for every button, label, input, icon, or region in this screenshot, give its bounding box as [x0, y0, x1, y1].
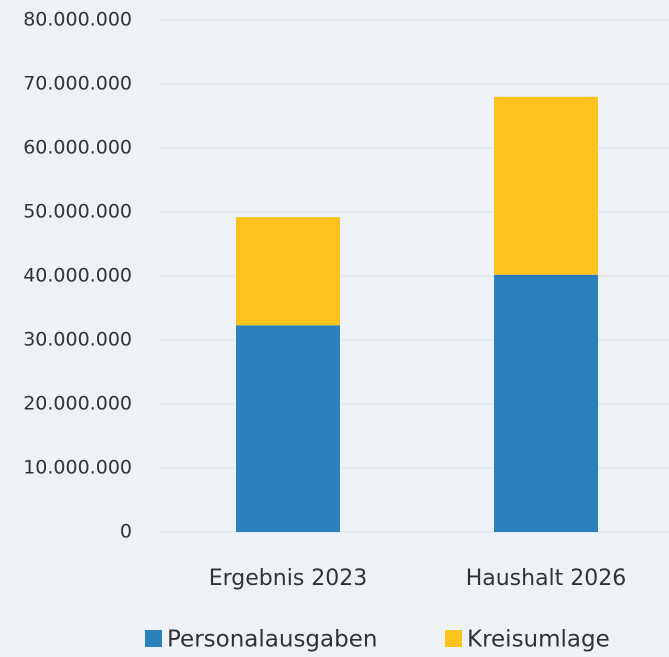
y-tick-label: 60.000.000	[23, 137, 132, 159]
y-tick-label: 10.000.000	[23, 457, 132, 479]
y-tick-label: 50.000.000	[23, 201, 132, 223]
legend-label: Personalausgaben	[167, 627, 377, 653]
bar-segment	[236, 325, 340, 532]
legend-label: Kreisumlage	[467, 627, 610, 653]
bar-segment	[236, 217, 340, 326]
y-tick-label: 0	[120, 521, 132, 543]
x-tick-label: Ergebnis 2023	[209, 566, 368, 591]
legend-swatch	[145, 630, 162, 647]
y-tick-label: 70.000.000	[23, 73, 132, 95]
y-tick-label: 20.000.000	[23, 393, 132, 415]
legend-swatch	[445, 630, 462, 647]
y-tick-label: 40.000.000	[23, 265, 132, 287]
bar-segment	[494, 274, 598, 532]
y-tick-label: 30.000.000	[23, 329, 132, 351]
bar-segment	[494, 96, 598, 275]
y-tick-label: 80.000.000	[23, 9, 132, 31]
x-tick-label: Haushalt 2026	[466, 566, 627, 591]
